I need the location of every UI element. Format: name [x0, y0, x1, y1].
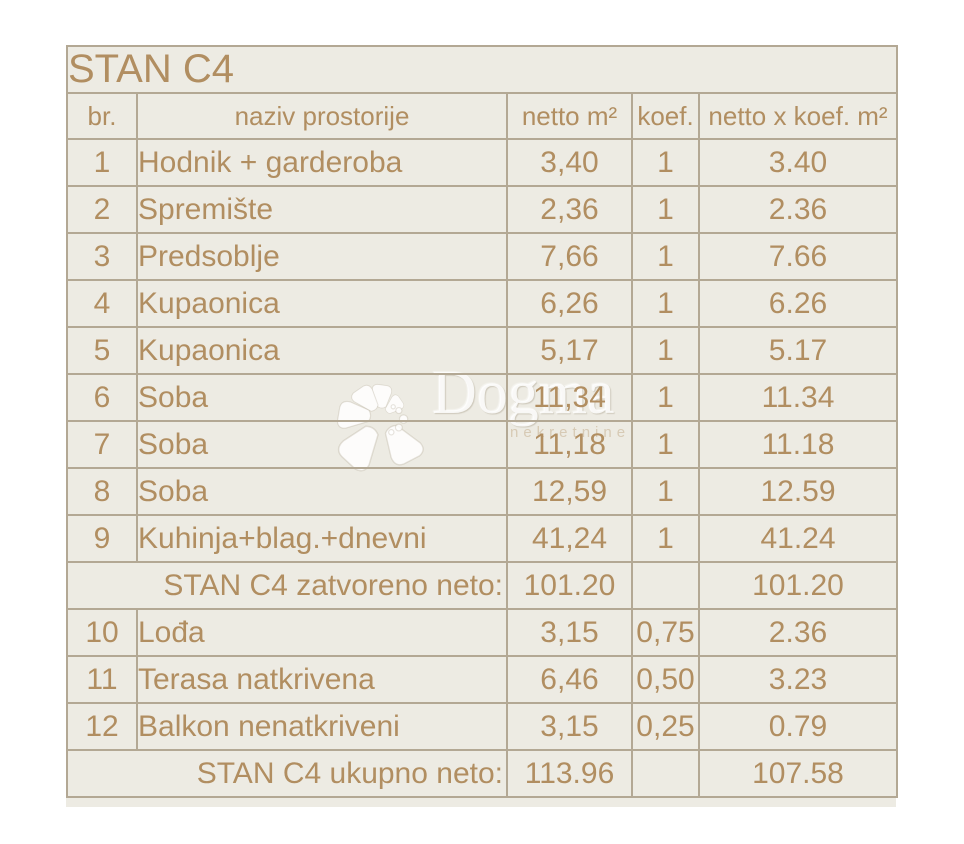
cell-naziv: Hodnik + garderoba	[136, 138, 508, 187]
cell-naziv: Soba	[136, 420, 508, 469]
table-row: 11 Terasa natkrivena 6,46 0,50 3.23	[66, 655, 898, 704]
summary-netto-value: 113.96	[506, 749, 633, 798]
summary-koef-empty	[631, 561, 700, 610]
table-row: 1 Hodnik + garderoba 3,40 1 3.40	[66, 138, 898, 187]
cell-koef: 1	[631, 138, 700, 187]
cell-netto: 11,34	[506, 373, 633, 422]
cell-netto: 7,66	[506, 232, 633, 281]
cell-br: 1	[66, 138, 138, 187]
table-row: 2 Spremište 2,36 1 2.36	[66, 185, 898, 234]
cell-br: 12	[66, 702, 138, 751]
cell-koef: 0,75	[631, 608, 700, 657]
column-header-2: netto m²	[506, 92, 633, 140]
cell-naziv: Predsoblje	[136, 232, 508, 281]
cell-netto: 6,26	[506, 279, 633, 328]
cell-netto-x-koef: 3.23	[698, 655, 898, 704]
cell-koef: 1	[631, 420, 700, 469]
cell-naziv: Balkon nenatkriveni	[136, 702, 508, 751]
table-title: STAN C4	[66, 45, 898, 94]
table-row: 12 Balkon nenatkriveni 3,15 0,25 0.79	[66, 702, 898, 751]
cell-koef: 1	[631, 326, 700, 375]
cell-naziv: Soba	[136, 467, 508, 516]
cell-naziv: Kupaonica	[136, 326, 508, 375]
cell-naziv: Lođa	[136, 608, 508, 657]
summary-row: STAN C4 zatvoreno neto: 101.20 101.20	[66, 561, 898, 610]
cell-koef: 1	[631, 185, 700, 234]
cell-netto-x-koef: 41.24	[698, 514, 898, 563]
summary-koef-empty	[631, 749, 700, 798]
cell-br: 6	[66, 373, 138, 422]
cell-netto-x-koef: 11.34	[698, 373, 898, 422]
table-row: 3 Predsoblje 7,66 1 7.66	[66, 232, 898, 281]
cell-netto-x-koef: 5.17	[698, 326, 898, 375]
cell-netto-x-koef: 11.18	[698, 420, 898, 469]
cell-netto: 6,46	[506, 655, 633, 704]
cell-netto: 3,40	[506, 138, 633, 187]
cell-netto: 3,15	[506, 608, 633, 657]
cell-koef: 0,25	[631, 702, 700, 751]
cell-br: 2	[66, 185, 138, 234]
cell-netto-x-koef: 7.66	[698, 232, 898, 281]
cell-netto: 41,24	[506, 514, 633, 563]
cell-netto-x-koef: 12.59	[698, 467, 898, 516]
column-header-3: koef.	[631, 92, 700, 140]
cell-br: 5	[66, 326, 138, 375]
table-row: 10 Lođa 3,15 0,75 2.36	[66, 608, 898, 657]
cell-netto: 5,17	[506, 326, 633, 375]
cell-netto-x-koef: 2.36	[698, 185, 898, 234]
cell-netto-x-koef: 0.79	[698, 702, 898, 751]
summary-label: STAN C4 ukupno neto:	[66, 749, 508, 798]
column-header-1: naziv prostorije	[136, 92, 508, 140]
cell-koef: 0,50	[631, 655, 700, 704]
cell-br: 7	[66, 420, 138, 469]
column-header-0: br.	[66, 92, 138, 140]
column-header-4: netto x koef. m²	[698, 92, 898, 140]
cell-naziv: Kupaonica	[136, 279, 508, 328]
cell-naziv: Soba	[136, 373, 508, 422]
cell-br: 9	[66, 514, 138, 563]
cell-naziv: Kuhinja+blag.+dnevni	[136, 514, 508, 563]
cell-br: 11	[66, 655, 138, 704]
cell-br: 8	[66, 467, 138, 516]
cell-koef: 1	[631, 514, 700, 563]
table-row: 6 Soba 11,34 1 11.34	[66, 373, 898, 422]
summary-row: STAN C4 ukupno neto: 113.96 107.58	[66, 749, 898, 798]
cell-netto: 11,18	[506, 420, 633, 469]
table-row: 5 Kupaonica 5,17 1 5.17	[66, 326, 898, 375]
table-row: 7 Soba 11,18 1 11.18	[66, 420, 898, 469]
cell-netto: 12,59	[506, 467, 633, 516]
column-header-row: br. naziv prostorije netto m² koef. netto x …	[66, 92, 898, 140]
table-row: 9 Kuhinja+blag.+dnevni 41,24 1 41.24	[66, 514, 898, 563]
cell-netto-x-koef: 3.40	[698, 138, 898, 187]
summary-netto-value: 101.20	[506, 561, 633, 610]
summary-label: STAN C4 zatvoreno neto:	[66, 561, 508, 610]
cell-netto-x-koef: 2.36	[698, 608, 898, 657]
table-row: 4 Kupaonica 6,26 1 6.26	[66, 279, 898, 328]
cell-koef: 1	[631, 467, 700, 516]
summary-netto-x-koef-value: 101.20	[698, 561, 898, 610]
cell-br: 3	[66, 232, 138, 281]
cell-koef: 1	[631, 232, 700, 281]
area-summary-table: STAN C4 br. naziv prostorije netto m² koef.…	[66, 45, 898, 798]
cell-netto: 3,15	[506, 702, 633, 751]
cell-naziv: Spremište	[136, 185, 508, 234]
cell-naziv: Terasa natkrivena	[136, 655, 508, 704]
table-row: 8 Soba 12,59 1 12.59	[66, 467, 898, 516]
cell-br: 4	[66, 279, 138, 328]
cell-netto: 2,36	[506, 185, 633, 234]
title-row: STAN C4	[66, 45, 898, 94]
cell-br: 10	[66, 608, 138, 657]
cell-koef: 1	[631, 279, 700, 328]
cell-koef: 1	[631, 373, 700, 422]
cell-netto-x-koef: 6.26	[698, 279, 898, 328]
summary-netto-x-koef-value: 107.58	[698, 749, 898, 798]
